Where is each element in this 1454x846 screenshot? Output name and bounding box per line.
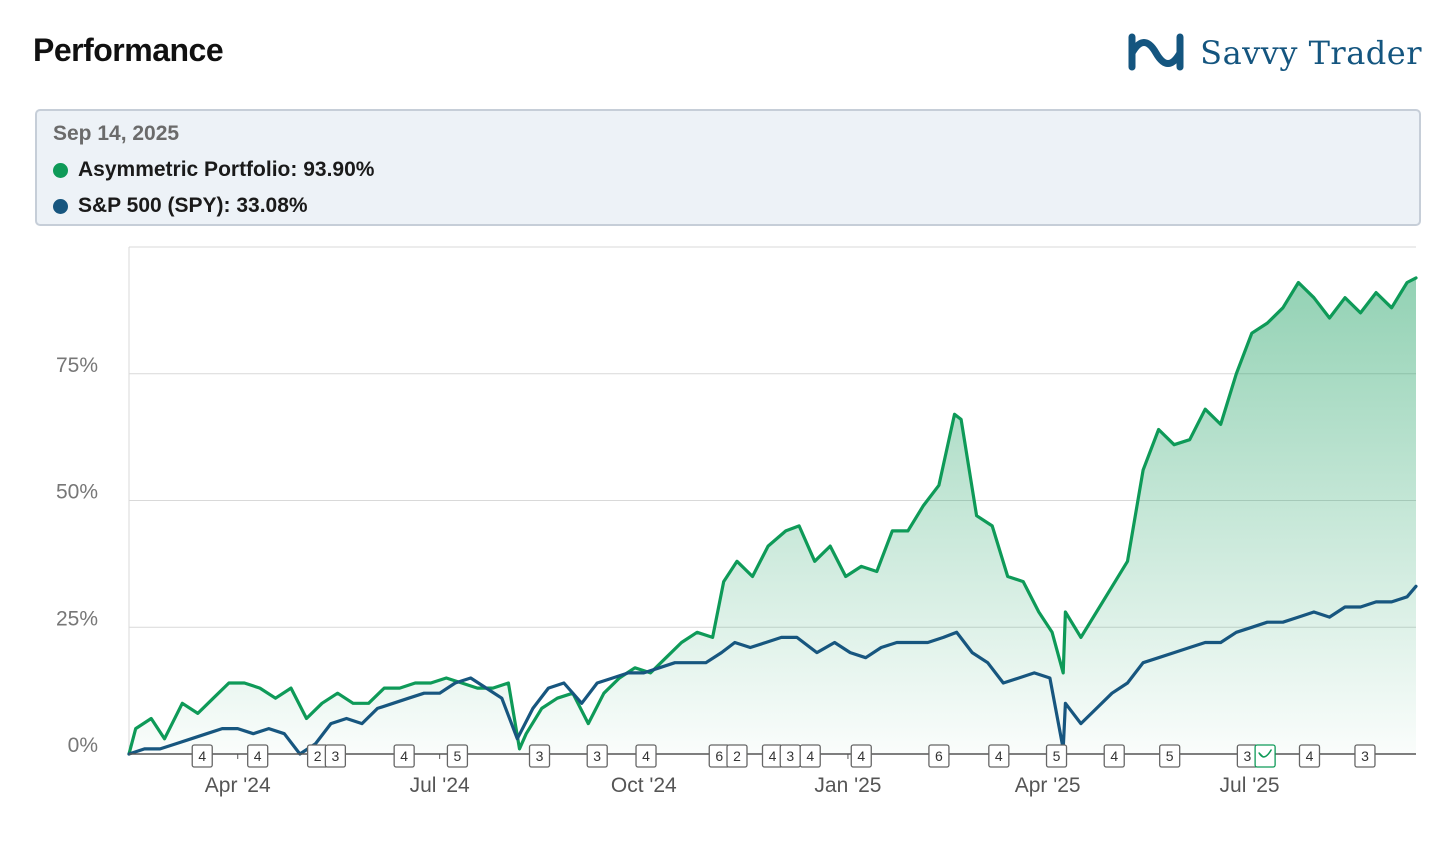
tooltip-row-benchmark: S&P 500 (SPY): 33.08%	[53, 194, 308, 218]
trade-marker[interactable]: 3	[1236, 744, 1259, 768]
infinity-logo-icon	[1128, 33, 1184, 71]
brand-logo[interactable]: Savvy Trader	[1126, 33, 1422, 73]
trade-marker-count: 5	[454, 748, 462, 764]
trade-marker-count: 2	[733, 748, 741, 764]
trade-marker[interactable]: 5	[446, 744, 469, 768]
trade-marker[interactable]: 6	[928, 744, 950, 768]
trade-marker[interactable]: 4	[761, 744, 784, 768]
trade-marker-box	[726, 744, 748, 768]
area-layer	[129, 277, 1416, 754]
trade-marker-box	[1298, 744, 1321, 768]
trade-marker-box	[1045, 744, 1068, 768]
trade-marker-box	[799, 744, 821, 768]
page-title: Performance	[33, 32, 224, 68]
trade-marker-count: 3	[331, 748, 339, 764]
trade-marker-count: 4	[198, 748, 206, 764]
series-area-portfolio	[129, 277, 1416, 754]
trade-marker-count: 2	[314, 748, 322, 764]
trade-marker[interactable]: 4	[191, 744, 213, 768]
trade-marker[interactable]: 5	[1159, 744, 1181, 768]
trade-marker-count: 6	[935, 748, 943, 764]
trade-marker-count: 3	[1361, 748, 1369, 764]
tooltip-row-portfolio: Asymmetric Portfolio: 93.90%	[53, 158, 374, 182]
x-tick-label: Jul '25	[1220, 774, 1280, 797]
trade-marker-count: 3	[593, 748, 601, 764]
series-line-benchmark	[127, 584, 1418, 756]
trade-marker-box	[586, 744, 608, 768]
trade-marker-count: 4	[769, 748, 777, 764]
y-tick-label: 75%	[56, 354, 98, 377]
x-tick-label: Oct '24	[611, 774, 677, 797]
trade-marker-box	[324, 744, 347, 768]
trade-marker[interactable]: 3	[1354, 744, 1376, 768]
trade-marker-box	[393, 744, 415, 768]
tooltip-portfolio-label: Asymmetric Portfolio: 93.90%	[78, 158, 375, 181]
portfolio-dot-icon	[53, 162, 68, 178]
x-tick-label: Apr '24	[205, 774, 271, 797]
chart-tooltip: Sep 14, 2025 Asymmetric Portfolio: 93.90…	[35, 109, 1421, 226]
trade-marker-box	[1103, 744, 1125, 768]
trade-marker[interactable]: 4	[799, 744, 821, 768]
trade-marker-count: 3	[536, 748, 544, 764]
trade-marker-box	[635, 744, 657, 768]
trade-marker[interactable]: 4	[393, 744, 415, 768]
trade-marker[interactable]: 3	[528, 744, 551, 768]
trade-marker-count: 4	[1306, 748, 1314, 764]
trade-marker[interactable]	[1254, 744, 1276, 768]
tooltip-benchmark-label: S&P 500 (SPY): 33.08%	[78, 194, 308, 217]
trade-marker[interactable]: 4	[850, 744, 872, 768]
trade-marker-box	[1354, 744, 1376, 768]
trade-marker[interactable]: 2	[306, 744, 329, 768]
trade-marker-count: 3	[786, 748, 794, 764]
trade-marker[interactable]: 3	[586, 744, 608, 768]
trade-marker-count: 5	[1053, 748, 1061, 764]
trade-marker-count: 5	[1166, 748, 1174, 764]
trade-marker-count: 3	[1243, 748, 1251, 764]
trade-marker-count: 4	[254, 748, 262, 764]
trade-marker[interactable]: 3	[779, 744, 801, 768]
trade-marker[interactable]: 4	[635, 744, 657, 768]
trade-marker-count: 4	[857, 748, 865, 764]
trade-marker-count: 4	[1110, 748, 1118, 764]
trade-marker-box	[850, 744, 872, 768]
y-tick-label: 25%	[56, 607, 98, 630]
trade-marker[interactable]: 4	[988, 744, 1010, 768]
trade-marker-box	[528, 744, 551, 768]
trade-marker[interactable]: 4	[1103, 744, 1125, 768]
trade-marker-count: 6	[715, 748, 723, 764]
trade-marker[interactable]: 5	[1045, 744, 1068, 768]
trade-marker-box	[928, 744, 950, 768]
trade-marker-box	[247, 744, 269, 768]
trade-marker[interactable]: 4	[1298, 744, 1321, 768]
brand-name: Savvy Trader	[1200, 34, 1422, 72]
trade-marker[interactable]: 2	[726, 744, 748, 768]
trade-marker-count: 4	[400, 748, 408, 764]
trade-marker-box	[1159, 744, 1181, 768]
trade-marker-box	[191, 744, 213, 768]
trade-marker-count: 4	[806, 748, 814, 764]
trade-marker-box	[446, 744, 469, 768]
axis-layer: 0% 25% 50% 75% Apr '24 Jul '24 Oct '24 Jan '25 A…	[56, 354, 1416, 797]
trade-marker[interactable]: 4	[247, 744, 269, 768]
y-tick-label: 50%	[56, 481, 98, 504]
trade-marker-count: 4	[642, 748, 650, 764]
trade-marker-box	[988, 744, 1010, 768]
tooltip-date: Sep 14, 2025	[53, 122, 180, 145]
x-tick-label: Jul '24	[410, 774, 470, 797]
trade-marker[interactable]: 6	[708, 744, 730, 768]
x-tick-label: Jan '25	[814, 774, 881, 797]
x-tick-label: Apr '25	[1015, 774, 1081, 797]
y-tick-label: 0%	[68, 734, 98, 757]
trade-marker[interactable]: 3	[324, 744, 347, 768]
bird-icon	[1258, 749, 1272, 758]
line-layer	[127, 276, 1418, 756]
series-line-portfolio	[127, 276, 1418, 756]
benchmark-dot-icon	[53, 198, 68, 214]
trade-marker-count: 4	[995, 748, 1003, 764]
